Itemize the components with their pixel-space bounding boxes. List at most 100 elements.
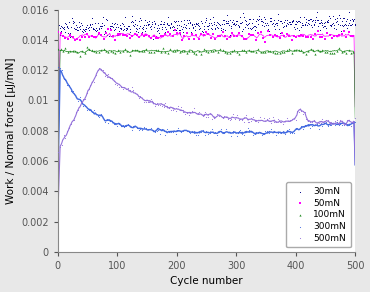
- 100mN: [160, 46, 166, 50]
- 30mN: [127, 27, 133, 32]
- 30mN: [209, 26, 215, 31]
- 500mN: [280, 122, 286, 126]
- 500mN: [93, 72, 99, 77]
- 30mN: [98, 26, 104, 31]
- 300mN: [188, 130, 194, 135]
- 300mN: [102, 119, 108, 124]
- 500mN: [184, 110, 190, 115]
- 300mN: [116, 121, 122, 126]
- 300mN: [175, 126, 181, 131]
- 500mN: [202, 110, 208, 114]
- 500mN: [105, 72, 111, 76]
- 500mN: [264, 117, 270, 121]
- 100mN: [224, 51, 230, 55]
- 300mN: [212, 130, 218, 134]
- 30mN: [180, 25, 186, 30]
- 30mN: [196, 27, 202, 31]
- 30mN: [255, 17, 260, 22]
- 30mN: [243, 22, 249, 26]
- 30mN: [310, 22, 316, 27]
- 100mN: [327, 51, 333, 55]
- 50mN: [312, 31, 318, 36]
- 500mN: [162, 101, 168, 105]
- 30mN: [250, 17, 256, 22]
- 500mN: [348, 124, 354, 129]
- 30mN: [161, 21, 167, 26]
- 50mN: [277, 36, 283, 41]
- 100mN: [267, 48, 273, 53]
- 30mN: [94, 26, 100, 30]
- 500mN: [296, 110, 302, 114]
- 30mN: [285, 21, 290, 26]
- 500mN: [189, 109, 195, 113]
- 30mN: [99, 21, 105, 26]
- 300mN: [191, 129, 197, 133]
- 100mN: [291, 48, 297, 53]
- 30mN: [98, 23, 104, 28]
- 30mN: [91, 26, 97, 31]
- 30mN: [316, 21, 322, 26]
- 100mN: [96, 49, 102, 54]
- 50mN: [317, 35, 323, 40]
- 300mN: [291, 131, 297, 135]
- 500mN: [293, 117, 299, 122]
- 300mN: [264, 128, 270, 133]
- 300mN: [273, 132, 279, 137]
- 30mN: [337, 22, 343, 27]
- 50mN: [260, 36, 266, 41]
- 300mN: [93, 111, 99, 116]
- 300mN: [147, 127, 152, 132]
- 30mN: [111, 22, 117, 27]
- 500mN: [100, 68, 106, 72]
- 100mN: [272, 50, 278, 55]
- 30mN: [350, 17, 356, 22]
- 30mN: [218, 26, 224, 31]
- 30mN: [109, 20, 115, 25]
- 300mN: [82, 103, 88, 108]
- 500mN: [250, 115, 256, 120]
- 500mN: [157, 102, 163, 107]
- 30mN: [296, 27, 302, 32]
- 500mN: [218, 114, 224, 119]
- 100mN: [205, 50, 211, 54]
- 300mN: [78, 101, 84, 106]
- 30mN: [68, 25, 74, 29]
- 30mN: [142, 17, 148, 22]
- 30mN: [259, 23, 265, 27]
- 100mN: [208, 48, 213, 53]
- 30mN: [82, 27, 88, 31]
- 100mN: [210, 48, 216, 53]
- 300mN: [169, 130, 175, 134]
- 500mN: [59, 143, 65, 148]
- 30mN: [133, 25, 139, 30]
- 30mN: [322, 20, 328, 25]
- 30mN: [159, 25, 165, 29]
- 30mN: [233, 19, 239, 23]
- 30mN: [307, 17, 313, 22]
- 30mN: [61, 24, 67, 29]
- 500mN: [310, 118, 316, 122]
- 30mN: [272, 27, 278, 31]
- 30mN: [245, 22, 251, 27]
- 30mN: [71, 20, 77, 25]
- 30mN: [204, 23, 210, 28]
- 500mN: [275, 117, 281, 121]
- 300mN: [71, 92, 77, 97]
- 30mN: [94, 27, 100, 32]
- 50mN: [298, 32, 304, 37]
- 300mN: [77, 95, 83, 99]
- 30mN: [228, 26, 234, 30]
- 500mN: [127, 88, 133, 92]
- 30mN: [149, 22, 155, 26]
- 50mN: [174, 31, 180, 36]
- 30mN: [123, 26, 129, 31]
- 30mN: [331, 22, 337, 27]
- 500mN: [295, 108, 300, 113]
- 30mN: [265, 22, 271, 27]
- 30mN: [124, 26, 130, 31]
- 50mN: [307, 34, 313, 39]
- 500mN: [63, 136, 68, 141]
- 300mN: [257, 130, 263, 134]
- 300mN: [138, 126, 144, 131]
- 100mN: [189, 49, 195, 54]
